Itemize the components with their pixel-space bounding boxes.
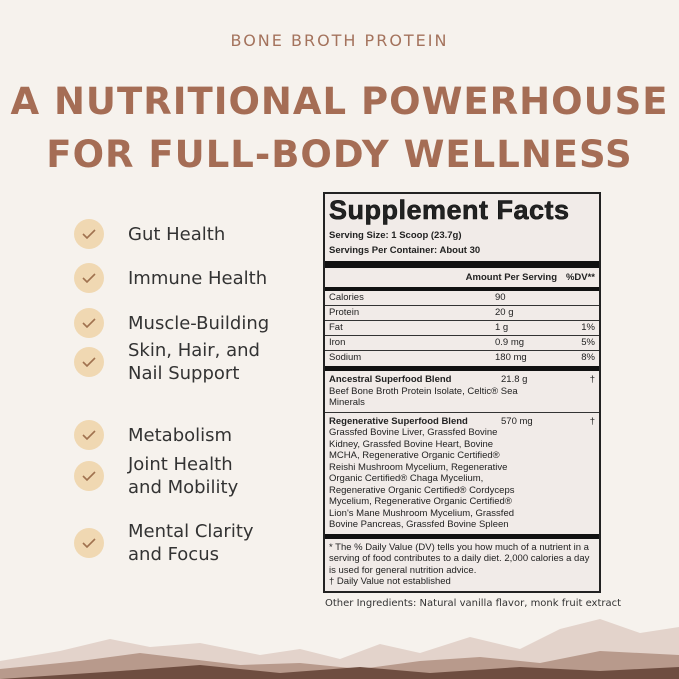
blend-name: Regenerative Superfood Blend [329, 415, 468, 427]
blend-row: Ancestral Superfood Blend 21.8 g † Beef Bon… [325, 371, 599, 413]
benefit-item: Mental Clarity and Focus [74, 520, 254, 566]
benefit-item: Muscle-Building [74, 308, 269, 338]
blend-amount: 21.8 g [501, 374, 528, 385]
nutrient-row: Sodium 180 mg 8% [325, 351, 599, 365]
product-eyebrow: BONE BROTH PROTEIN [230, 31, 449, 50]
nutrient-name: Sodium [329, 352, 362, 363]
nutrient-row: Iron 0.9 mg 5% [325, 336, 599, 351]
headline-line-1: A NUTRITIONAL POWERHOUSE [10, 80, 669, 123]
serving-size: Serving Size: 1 Scoop (23.7g) [329, 230, 462, 241]
divider [325, 533, 599, 539]
benefit-item: Skin, Hair, and Nail Support [74, 339, 260, 385]
nutrient-dv: 1% [581, 322, 595, 333]
benefit-label: Gut Health [128, 223, 226, 245]
benefit-item: Metabolism [74, 420, 232, 450]
supplement-facts-panel: Supplement Facts Serving Size: 1 Scoop (… [323, 192, 601, 593]
check-icon [74, 461, 104, 491]
nutrient-amount: 20 g [495, 307, 514, 318]
nutrient-amount: 1 g [495, 322, 509, 333]
nutrient-name: Fat [329, 322, 343, 333]
divider [325, 261, 599, 268]
benefit-label: Metabolism [128, 424, 233, 446]
nutrient-amount: 0.9 mg [495, 337, 525, 348]
check-icon [74, 308, 104, 338]
benefit-label: Immune Health [128, 267, 268, 289]
facts-title: Supplement Facts [329, 195, 570, 226]
dagger-footnote: † Daily Value not established [329, 576, 451, 587]
benefit-label: Mental Clarity and Focus [128, 521, 254, 565]
blend-name: Ancestral Superfood Blend [329, 374, 452, 385]
nutrient-amount: 90 [495, 292, 506, 303]
benefit-label: Skin, Hair, and Nail Support [128, 340, 260, 384]
blend-dv: † [589, 374, 595, 385]
benefit-item: Joint Health and Mobility [74, 453, 238, 499]
nutrient-row: Fat 1 g 1% [325, 321, 599, 336]
headline-line-2: FOR FULL-BODY WELLNESS [46, 133, 633, 176]
benefit-label: Muscle-Building [128, 312, 270, 334]
nutrient-dv: 8% [581, 352, 595, 363]
nutrient-amount: 180 mg [495, 352, 527, 363]
nutrient-dv [565, 306, 595, 320]
benefit-label: Joint Health and Mobility [128, 454, 239, 498]
dv-header: %DV** [565, 272, 595, 283]
nutrient-dv [565, 291, 595, 305]
check-icon [74, 347, 104, 377]
nutrient-name: Iron [329, 337, 346, 348]
servings-per-container: Servings Per Container: About 30 [329, 245, 481, 256]
check-icon [74, 219, 104, 249]
divider [325, 287, 599, 291]
blend-row: Regenerative Superfood Blend 570 mg † Grass… [325, 413, 599, 534]
benefit-item: Gut Health [74, 219, 225, 249]
other-ingredients: Other Ingredients: Natural vanilla flavo… [325, 598, 622, 609]
blend-amount: 570 mg [501, 415, 533, 427]
blend-dv: † [589, 415, 595, 427]
nutrient-name: Protein [329, 307, 360, 318]
check-icon [74, 263, 104, 293]
mountains-illustration [0, 619, 679, 679]
amount-header: Amount Per Serving [465, 272, 557, 283]
nutrient-row: Protein 20 g [325, 306, 599, 321]
divider [325, 366, 599, 371]
nutrient-dv: 5% [581, 337, 595, 348]
nutrient-name: Calories [329, 292, 364, 303]
blend-ingredients: Grassfed Bovine Liver, Grassfed Bovine K… [329, 427, 515, 530]
blend-ingredients: Beef Bone Broth Protein Isolate, Celtic®… [329, 385, 518, 409]
amount-header-row: Amount Per Serving %DV** [325, 268, 599, 285]
nutrient-row: Calories 90 [325, 291, 599, 306]
dv-footnote: * The % Daily Value (DV) tells you how m… [329, 541, 590, 576]
benefit-item: Immune Health [74, 263, 267, 293]
footnote: * The % Daily Value (DV) tells you how m… [325, 539, 599, 591]
check-icon [74, 420, 104, 450]
check-icon [74, 528, 104, 558]
